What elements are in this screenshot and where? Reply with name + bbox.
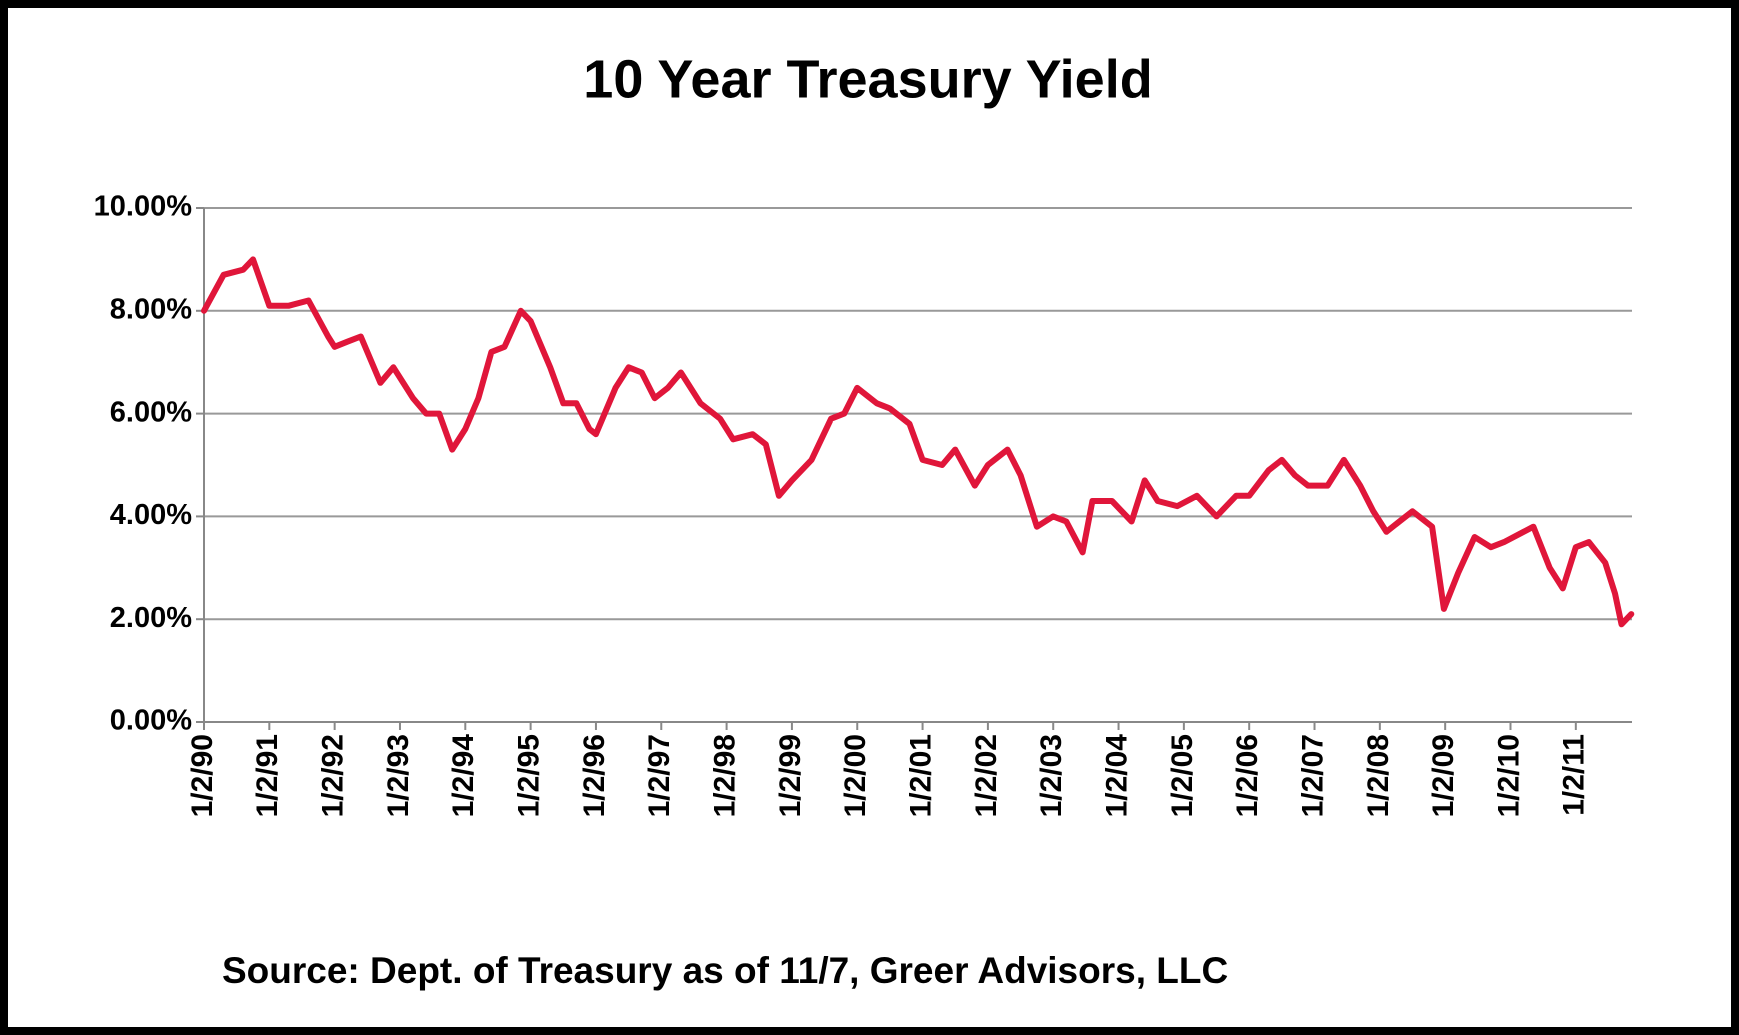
x-tick-label: 1/2/03: [1035, 734, 1068, 817]
x-tick-label: 1/2/92: [317, 734, 350, 817]
x-tick-label: 1/2/97: [643, 734, 676, 817]
x-tick-label: 1/2/09: [1427, 734, 1460, 817]
x-tick-label: 1/2/01: [904, 734, 937, 817]
x-tick-label: 1/2/93: [382, 734, 415, 817]
x-tick-label: 1/2/91: [251, 734, 284, 817]
x-tick-label: 1/2/11: [1558, 734, 1591, 816]
x-tick-label: 1/2/96: [578, 734, 611, 817]
x-tick-label: 1/2/98: [709, 734, 742, 817]
x-tick-label: 1/2/06: [1231, 734, 1264, 817]
x-tick-label: 1/2/00: [839, 734, 872, 817]
y-tick-label: 10.00%: [94, 191, 193, 223]
data-line: [201, 256, 1635, 628]
x-tick-label: 1/2/05: [1166, 734, 1199, 817]
x-tick-label: 1/2/94: [447, 734, 480, 818]
x-tick-label: 1/2/02: [970, 734, 1003, 817]
x-tick-label: 1/2/90: [186, 734, 219, 817]
y-tick-label: 8.00%: [110, 293, 192, 325]
y-tick-label: 6.00%: [110, 396, 192, 428]
y-tick-label: 0.00%: [110, 705, 192, 737]
x-tick-label: 1/2/04: [1100, 734, 1133, 818]
y-tick-label: 2.00%: [110, 602, 192, 634]
x-tick-label: 1/2/99: [774, 734, 807, 817]
x-tick-label: 1/2/10: [1492, 734, 1525, 817]
x-tick-label: 1/2/08: [1362, 734, 1395, 817]
x-tick-label: 1/2/07: [1296, 734, 1329, 817]
x-tick-label: 1/2/95: [513, 734, 546, 817]
chart-title: 10 Year Treasury Yield: [583, 49, 1152, 109]
source-note: Source: Dept. of Treasury as of 11/7, Gr…: [222, 950, 1228, 991]
y-tick-label: 4.00%: [110, 499, 192, 531]
